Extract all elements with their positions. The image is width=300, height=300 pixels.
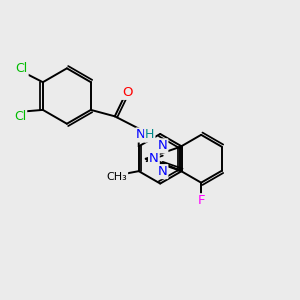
Text: N: N: [158, 165, 167, 178]
Text: CH₃: CH₃: [106, 172, 127, 182]
Text: F: F: [197, 194, 205, 207]
Text: N: N: [149, 152, 159, 165]
Text: N: N: [158, 140, 167, 152]
Text: N: N: [136, 128, 146, 142]
Text: H: H: [145, 128, 154, 142]
Text: Cl: Cl: [14, 110, 26, 123]
Text: O: O: [122, 86, 132, 99]
Text: Cl: Cl: [16, 62, 28, 75]
